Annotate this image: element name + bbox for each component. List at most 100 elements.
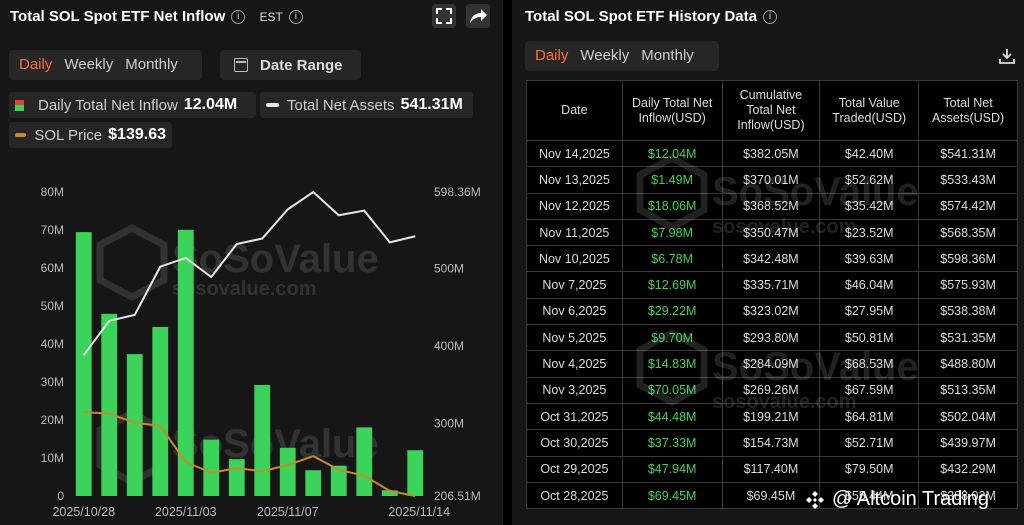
table-cell: $574.42M	[918, 192, 1018, 220]
table-cell: Nov 7,2025	[526, 271, 623, 299]
inflow-bar	[177, 229, 194, 496]
panel-title-net-inflow: Total SOL Spot ETF Net Inflow i EST i	[10, 8, 303, 25]
watermark-brand: SoSoValue	[712, 170, 919, 214]
date-range-button[interactable]: Date Range	[220, 50, 361, 80]
left-axis-tick: 10M	[41, 451, 64, 465]
legend-price-label: SOL Price	[34, 126, 103, 144]
legend-price-value: $139.63	[108, 126, 166, 143]
column-header[interactable]: Total Net Assets(USD)	[918, 80, 1018, 141]
table-row[interactable]: Nov 14,2025 $12.04M $382.05M $42.40M $541.31…	[526, 139, 1018, 168]
fullscreen-button[interactable]	[432, 4, 456, 28]
watermark-url: sosovalue.com	[712, 391, 857, 413]
watermark-logo	[636, 154, 708, 406]
right-axis-tick: 598.36M	[434, 185, 481, 199]
table-row[interactable]: Oct 29,2025 $47.94M $117.40M $79.50M $432.29…	[526, 455, 1018, 483]
inflow-bar	[381, 490, 398, 496]
inflow-bar	[407, 450, 424, 496]
left-axis-tick: 50M	[41, 299, 64, 313]
table-cell: $9.70M	[621, 324, 723, 352]
column-header[interactable]: Date	[526, 80, 623, 141]
tab-weekly[interactable]: Weekly	[64, 56, 114, 73]
column-header[interactable]: Daily Total Net Inflow(USD)	[621, 80, 723, 141]
table-cell: $388.02M	[918, 481, 1018, 510]
table-cell: $47.94M	[621, 455, 723, 483]
table-row[interactable]: Oct 28,2025 $69.45M $69.45M $55.44M $388.02M	[526, 481, 1018, 510]
table-cell: $439.97M	[918, 429, 1018, 457]
watermark-brand: SoSoValue	[712, 345, 919, 389]
watermark-logo	[96, 224, 168, 301]
left-axis-tick: 20M	[41, 413, 64, 427]
history-table: Date Daily Total Net Inflow(USD) Cumulat…	[526, 80, 1018, 510]
table-cell: Oct 28,2025	[526, 481, 623, 510]
table-row[interactable]: Nov 5,2025 $9.70M $293.80M $50.81M $531.35M	[526, 324, 1018, 352]
inflow-bar	[330, 465, 347, 496]
date-range-label: Date Range	[260, 56, 343, 74]
history-period-tabs: Daily Weekly Monthly	[525, 41, 719, 71]
table-cell: Nov 13,2025	[526, 166, 623, 194]
right-axis-tick: 500M	[434, 261, 464, 275]
x-axis-tick: 2025/11/07	[257, 505, 319, 519]
tab-monthly[interactable]: Monthly	[125, 56, 178, 73]
table-cell: $14.83M	[621, 350, 723, 378]
table-cell: $12.69M	[621, 271, 723, 299]
table-row[interactable]: Oct 31,2025 $44.48M $199.21M $64.81M $502.04…	[526, 402, 1018, 431]
table-cell: Nov 3,2025	[526, 376, 623, 404]
right-axis-tick: 206.51M	[434, 489, 481, 503]
legend-assets-value: 541.31M	[400, 96, 463, 113]
table-cell: $70.05M	[621, 376, 723, 404]
table-row[interactable]: Nov 6,2025 $29.22M $323.02M $27.95M $538.38M	[526, 297, 1018, 326]
calendar-icon	[234, 58, 248, 72]
inflow-bar	[203, 439, 220, 496]
tab-weekly[interactable]: Weekly	[580, 47, 630, 64]
table-row[interactable]: Nov 13,2025 $1.49M $370.01M $52.62M $533.43M	[526, 166, 1018, 194]
left-axis-tick: 30M	[41, 375, 64, 389]
table-cell: $502.04M	[918, 402, 1018, 431]
table-cell: $18.06M	[621, 192, 723, 220]
table-cell: $44.48M	[621, 402, 723, 431]
table-cell: $350.47M	[721, 218, 821, 247]
legend-assets[interactable]: Total Net Assets 541.31M	[260, 92, 473, 118]
table-cell: $69.45M	[621, 481, 723, 510]
table-cell: $541.31M	[918, 139, 1018, 168]
table-cell: $12.04M	[621, 139, 723, 168]
table-cell: $342.48M	[721, 245, 821, 273]
table-cell: Oct 30,2025	[526, 429, 623, 457]
tab-daily[interactable]: Daily	[19, 56, 53, 73]
table-cell: Nov 11,2025	[526, 218, 623, 247]
legend-assets-label: Total Net Assets	[287, 96, 395, 114]
table-cell: $293.80M	[721, 324, 821, 352]
info-icon[interactable]: i	[762, 10, 777, 25]
column-header[interactable]: Cumulative Total Net Inflow(USD)	[721, 80, 821, 141]
table-cell: $46.04M	[819, 271, 920, 299]
share-button[interactable]	[466, 4, 490, 28]
table-cell: $154.73M	[721, 429, 821, 457]
download-icon[interactable]	[998, 47, 1016, 65]
tab-daily[interactable]: Daily	[535, 47, 569, 64]
tab-monthly[interactable]: Monthly	[641, 47, 694, 64]
table-header-row: Date Daily Total Net Inflow(USD) Cumulat…	[526, 80, 1018, 141]
table-row[interactable]: Nov 7,2025 $12.69M $335.71M $46.04M $575.93M	[526, 271, 1018, 299]
table-cell: $533.43M	[918, 166, 1018, 194]
info-icon[interactable]: i	[231, 10, 246, 25]
table-cell: $79.50M	[819, 455, 920, 483]
info-icon[interactable]: i	[288, 10, 303, 25]
net-inflow-panel: Total SOL Spot ETF Net Inflow i EST i Dail…	[0, 0, 503, 525]
table-cell: $284.09M	[721, 350, 821, 378]
left-axis-tick: 0	[57, 489, 64, 503]
table-cell: $117.40M	[721, 455, 821, 483]
inflow-bar	[101, 313, 118, 496]
table-cell: $42.40M	[819, 139, 920, 168]
left-axis-tick: 40M	[41, 337, 64, 351]
table-cell: $513.35M	[918, 376, 1018, 404]
column-header[interactable]: Total Value Traded(USD)	[819, 80, 920, 141]
history-title: Total SOL Spot ETF History Data	[525, 8, 757, 25]
table-row[interactable]: Nov 10,2025 $6.78M $342.48M $39.63M $598.36M	[526, 245, 1018, 273]
legend-inflow-value: 12.04M	[183, 96, 238, 113]
legend-price[interactable]: SOL Price $139.63	[9, 122, 172, 148]
table-cell: $531.35M	[918, 324, 1018, 352]
legend-inflow[interactable]: Daily Total Net Inflow 12.04M	[9, 92, 256, 118]
table-cell: $432.29M	[918, 455, 1018, 483]
table-row[interactable]: Nov 3,2025 $70.05M $269.26M $67.59M $513.35M	[526, 376, 1018, 404]
timezone-label: EST	[259, 10, 283, 25]
